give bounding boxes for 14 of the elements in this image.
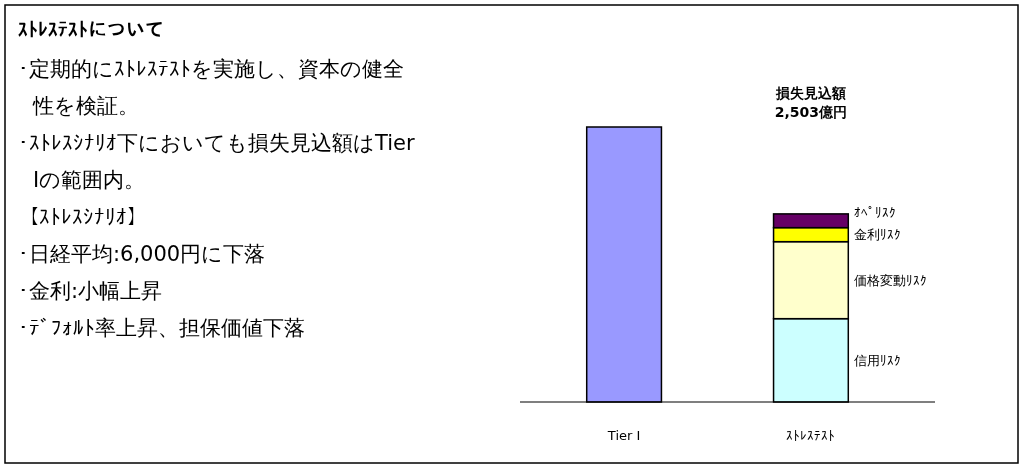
text: ･日経平均:6,000円に下落 [18, 242, 266, 266]
series-label: ｵﾍﾟﾘｽｸ [854, 205, 897, 221]
text: ･ｽﾄﾚｽｼﾅﾘｵ下においても損失見込額はTier Ⅰの範囲内。 [18, 131, 415, 192]
series-label: 金利ﾘｽｸ [854, 227, 902, 243]
text: ･金利:小幅上昇 [18, 279, 163, 303]
text: 【ｽﾄﾚｽｼﾅﾘｵ】 [18, 205, 148, 229]
x-tick-label: ｽﾄﾚｽﾃｽﾄ [786, 428, 836, 443]
series-label: 価格変動ﾘｽｸ [854, 272, 928, 288]
series-label: 信用ﾘｽｸ [854, 352, 902, 368]
text: ･定期的にｽﾄﾚｽﾃｽﾄを実施し、資本の健全性を検証。 [18, 57, 404, 118]
text: ｽﾄﾚｽﾃｽﾄについて [18, 18, 164, 40]
x-tick-label: Tier Ⅰ [606, 428, 641, 443]
text: ･ﾃﾞﾌｫﾙﾄ率上昇、担保価値下落 [18, 316, 305, 340]
text: 損失見込額 2,503億円 [774, 85, 848, 120]
